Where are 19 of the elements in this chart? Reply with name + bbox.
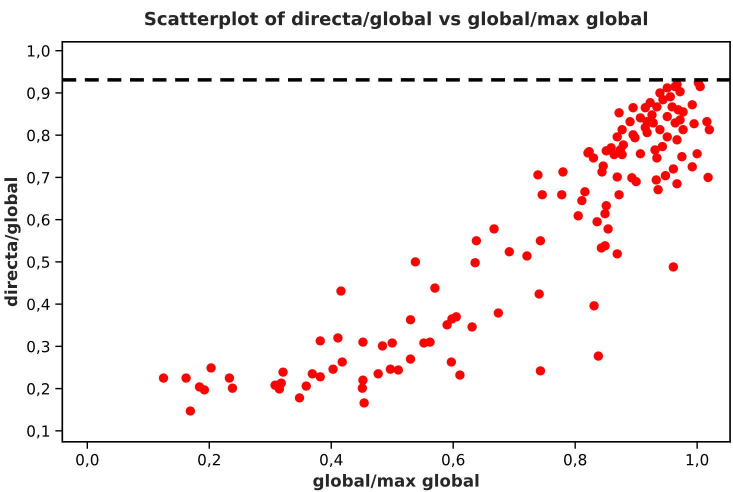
x-tick-label: 0,2 bbox=[198, 454, 220, 468]
x-tick-label: 0,8 bbox=[564, 454, 586, 468]
x-axis-title: global/max global bbox=[313, 474, 478, 490]
y-tick-label: 0,5 bbox=[27, 256, 50, 270]
y-tick-label: 0,3 bbox=[27, 340, 50, 354]
y-tick-label: 0,1 bbox=[27, 425, 50, 438]
y-tick-label: 0,4 bbox=[27, 298, 50, 312]
y-tick-label: 0,9 bbox=[27, 87, 50, 101]
x-tick-label: 1,0 bbox=[686, 454, 708, 468]
y-axis-title: directa/global bbox=[4, 178, 21, 306]
x-tick-label: 0,6 bbox=[442, 454, 464, 468]
y-tick-label: 0,8 bbox=[27, 130, 50, 143]
y-tick-label: 0,7 bbox=[27, 172, 50, 185]
y-tick-label: 0,6 bbox=[27, 214, 50, 228]
y-tick-label: 1,0 bbox=[28, 45, 50, 58]
x-tick-label: 0,0 bbox=[76, 454, 98, 468]
chart-title: Scatterplot of directa/global vs global/max global bbox=[145, 11, 648, 30]
y-tick-label: 0,2 bbox=[27, 383, 49, 396]
x-tick-label: 0,4 bbox=[320, 454, 343, 468]
